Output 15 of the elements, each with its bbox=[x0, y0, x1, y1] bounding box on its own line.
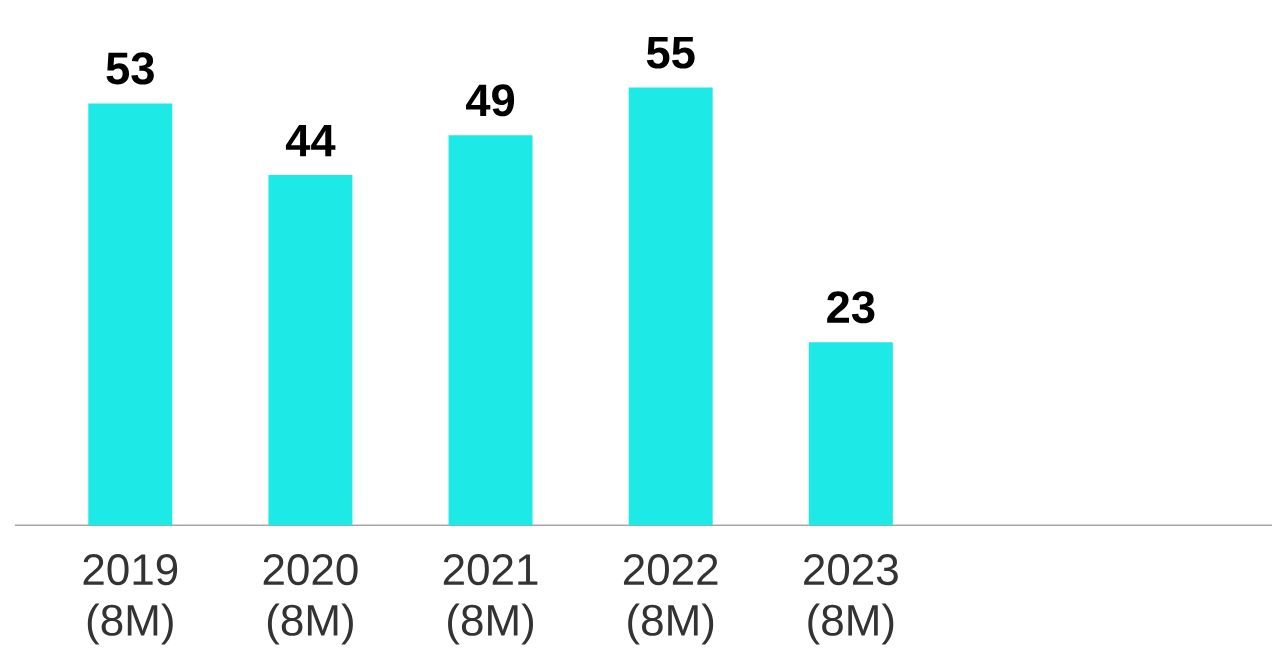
bar bbox=[808, 342, 893, 526]
data-label: 53 bbox=[106, 52, 154, 85]
bar bbox=[268, 175, 353, 526]
x-tick-label: 2020 (8M) bbox=[263, 554, 358, 645]
x-tick-label: 2022 (8M) bbox=[623, 554, 718, 645]
bar bbox=[88, 103, 173, 526]
x-tick-label: 2023 (8M) bbox=[804, 554, 898, 645]
x-tick-label: 2021 (8M) bbox=[443, 554, 538, 645]
data-label: 49 bbox=[466, 84, 515, 117]
x-tick-label: 2019 (8M) bbox=[83, 554, 178, 645]
data-label: 44 bbox=[285, 124, 336, 157]
data-label: 55 bbox=[646, 36, 695, 69]
bar bbox=[448, 135, 533, 526]
data-label: 23 bbox=[827, 291, 875, 324]
bar bbox=[628, 87, 713, 526]
